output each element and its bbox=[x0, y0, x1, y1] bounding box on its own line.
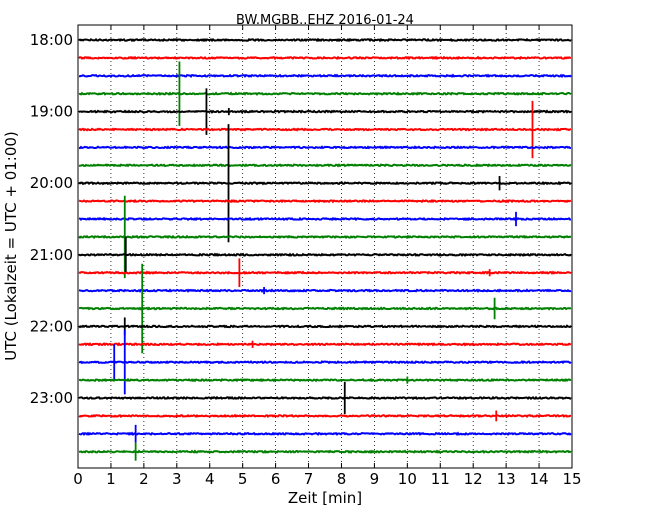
x-tick-label-0: 0 bbox=[73, 470, 83, 488]
x-tick-label-2: 2 bbox=[139, 470, 149, 488]
trace-20:30 bbox=[78, 216, 572, 222]
y-tick-label-23:00: 23:00 bbox=[30, 389, 73, 407]
trace-18:30 bbox=[78, 73, 572, 79]
x-tick-label-9: 9 bbox=[370, 470, 380, 488]
plot-frame bbox=[77, 24, 573, 469]
chart-title: BW.MGBB..EHZ 2016-01-24 bbox=[236, 13, 414, 28]
trace-21:30 bbox=[78, 288, 572, 293]
y-axis-label: UTC (Lokalzeit = UTC + 01:00) bbox=[2, 131, 20, 361]
x-tick-label-4: 4 bbox=[205, 470, 215, 488]
trace-19:45 bbox=[78, 163, 572, 168]
x-tick-label-13: 13 bbox=[497, 470, 516, 488]
trace-23:30 bbox=[78, 431, 572, 436]
x-tick-label-11: 11 bbox=[431, 470, 450, 488]
grid bbox=[78, 25, 572, 468]
trace-group bbox=[78, 37, 572, 461]
trace-20:00 bbox=[78, 180, 572, 186]
x-tick-label-15: 15 bbox=[562, 470, 581, 488]
trace-23:00 bbox=[78, 395, 572, 401]
trace-22:00 bbox=[78, 324, 572, 329]
trace-21:45 bbox=[78, 306, 572, 311]
x-tick-label-8: 8 bbox=[337, 470, 347, 488]
x-tick-label-3: 3 bbox=[172, 470, 182, 488]
x-tick-label-10: 10 bbox=[398, 470, 417, 488]
x-tick-label-5: 5 bbox=[238, 470, 248, 488]
x-tick-label-7: 7 bbox=[304, 470, 314, 488]
trace-19:00 bbox=[78, 109, 572, 114]
trace-19:30 bbox=[78, 145, 572, 150]
trace-18:15 bbox=[78, 55, 572, 61]
x-tick-label-6: 6 bbox=[271, 470, 281, 488]
trace-20:15 bbox=[78, 198, 572, 204]
y-tick-label-22:00: 22:00 bbox=[30, 317, 73, 335]
trace-23:45 bbox=[78, 449, 572, 454]
trace-22:30 bbox=[78, 360, 572, 365]
x-axis-label: Zeit [min] bbox=[288, 489, 362, 507]
trace-22:15 bbox=[78, 342, 572, 347]
x-tick-label-1: 1 bbox=[106, 470, 116, 488]
y-tick-label-18:00: 18:00 bbox=[30, 31, 73, 49]
trace-19:15 bbox=[78, 127, 572, 132]
trace-22:45 bbox=[78, 377, 572, 383]
trace-20:45 bbox=[78, 234, 572, 240]
y-tick-label-19:00: 19:00 bbox=[30, 103, 73, 121]
y-tick-label-21:00: 21:00 bbox=[30, 246, 73, 264]
x-tick-label-12: 12 bbox=[464, 470, 483, 488]
trace-18:00 bbox=[78, 37, 572, 43]
trace-21:00 bbox=[78, 252, 572, 257]
y-tick-label-20:00: 20:00 bbox=[30, 174, 73, 192]
trace-18:45 bbox=[78, 91, 572, 96]
trace-21:15 bbox=[78, 270, 572, 275]
trace-23:15 bbox=[78, 413, 572, 419]
axis-ticks: 0 1 2 3 4 5 6 7 8 9 10 11 12 13 14 1518:0019:0020:0021:… bbox=[30, 25, 582, 488]
x-tick-label-14: 14 bbox=[530, 470, 549, 488]
